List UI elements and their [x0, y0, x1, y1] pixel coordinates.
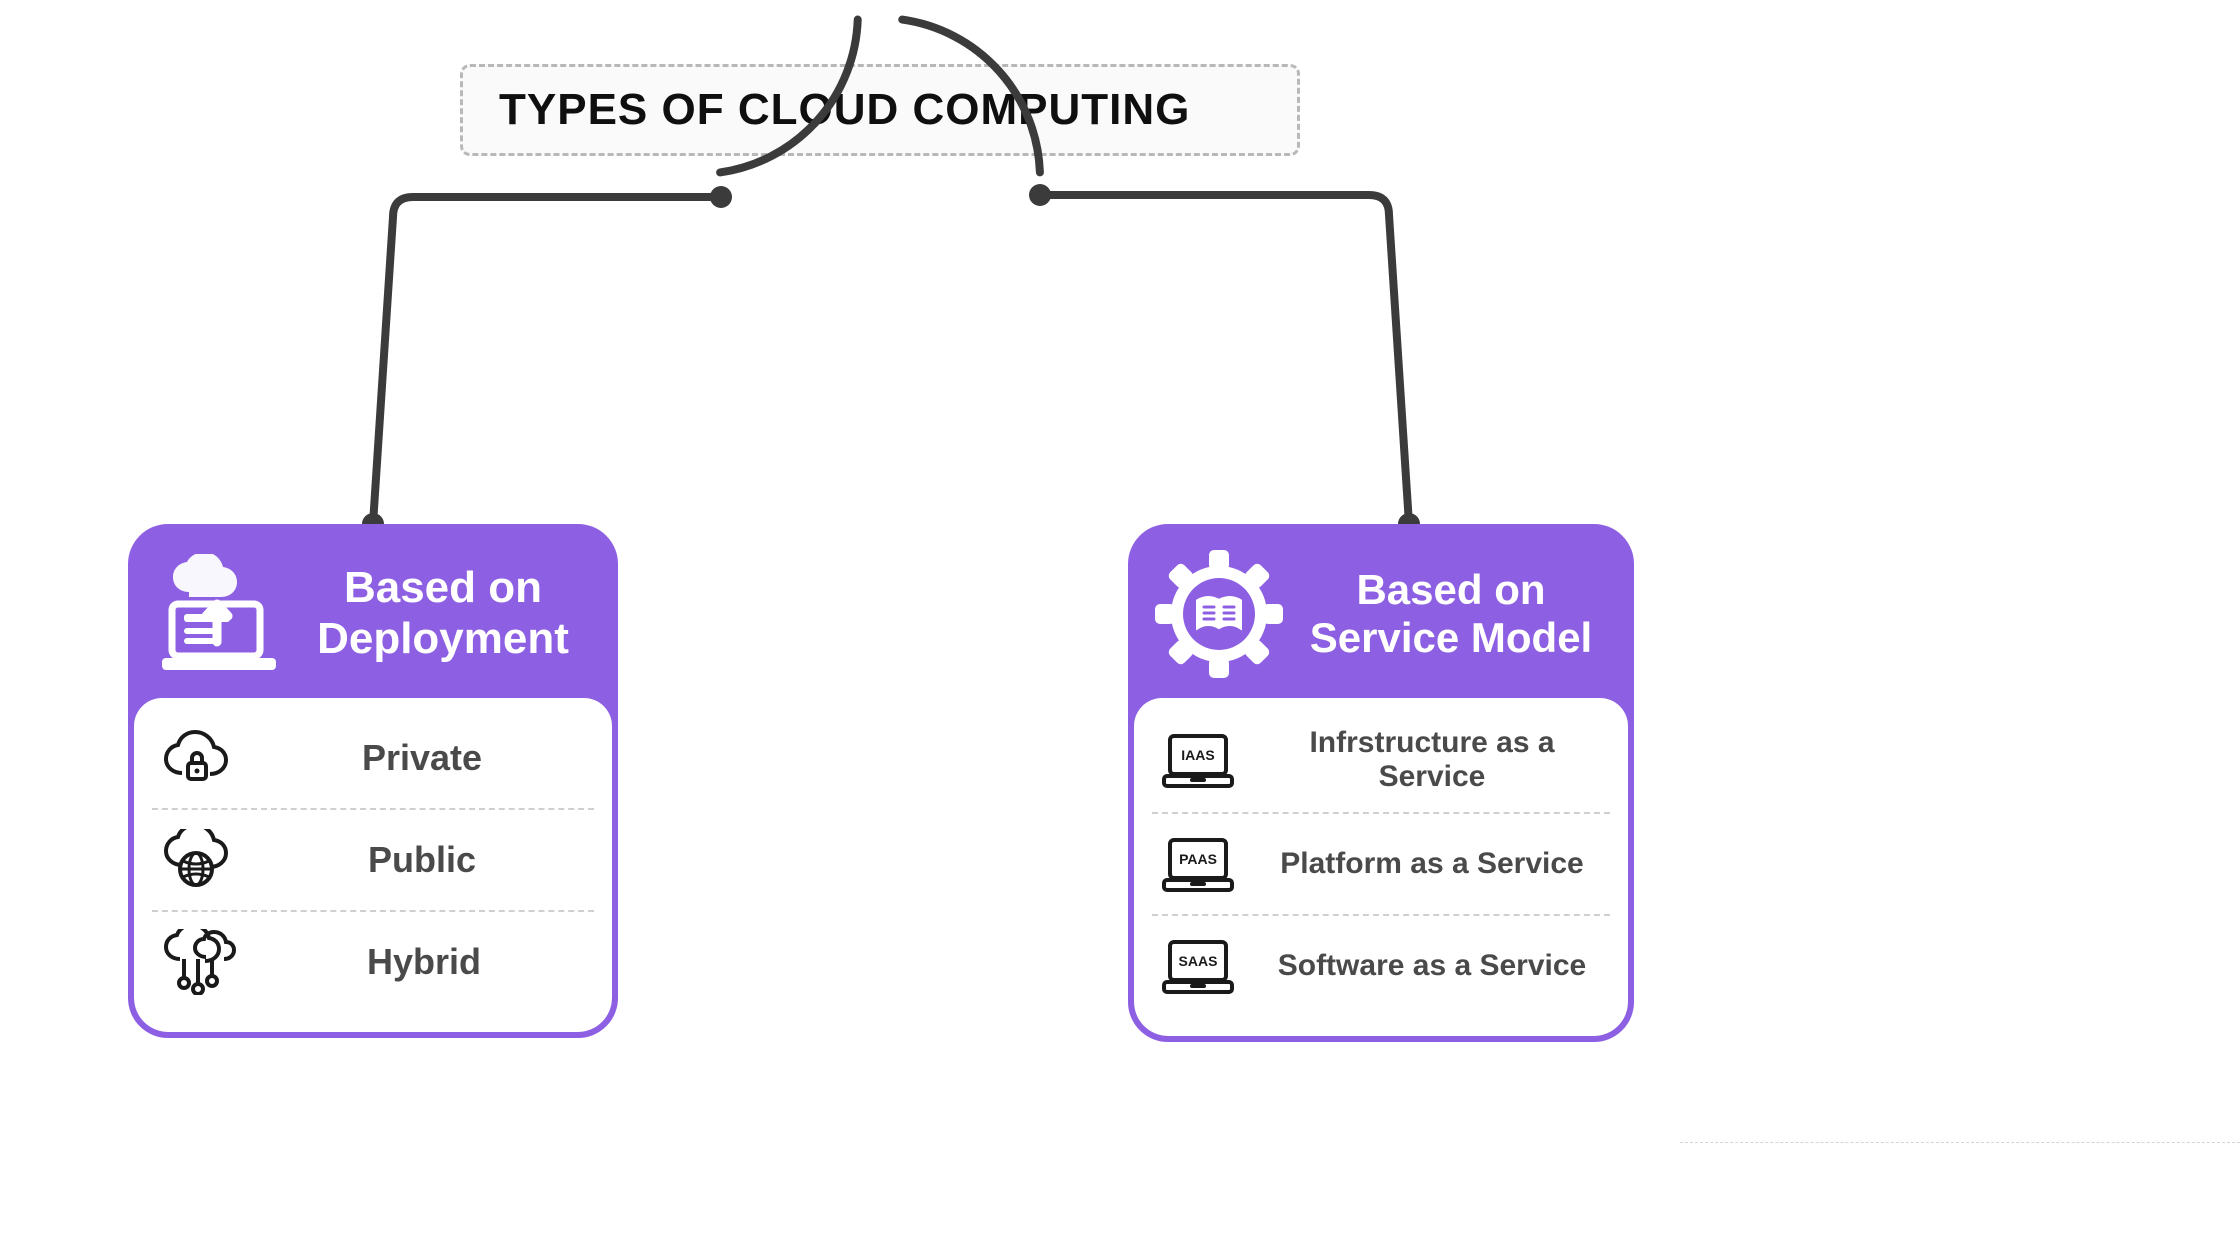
svg-text:IAAS: IAAS	[1181, 747, 1214, 763]
card-title: Based on Service Model	[1302, 566, 1600, 663]
cloud-network-icon	[160, 930, 236, 994]
laptop-saas-icon: SAAS	[1160, 934, 1236, 998]
svg-text:PAAS: PAAS	[1179, 851, 1217, 867]
gear-book-icon	[1154, 554, 1284, 674]
list-item: Private	[152, 708, 594, 810]
card-deployment: Based on Deployment Private Public Hybri…	[128, 524, 618, 1038]
card-body: IAAS Infrstructure as a Service PAAS Pla…	[1134, 698, 1628, 1036]
cloud-upload-laptop-icon	[154, 554, 284, 674]
guide-line	[1680, 1142, 2240, 1143]
svg-text:SAAS: SAAS	[1179, 953, 1218, 969]
item-label: Hybrid	[262, 941, 586, 983]
list-item: Public	[152, 810, 594, 912]
card-service: Based on Service Model IAAS Infrstructur…	[1128, 524, 1634, 1042]
item-label: Infrstructure as a Service	[1262, 726, 1602, 794]
card-title: Based on Deployment	[302, 563, 584, 664]
laptop-paas-icon: PAAS	[1160, 832, 1236, 896]
list-item: Hybrid	[152, 912, 594, 1012]
list-item: IAAS Infrstructure as a Service	[1152, 708, 1610, 814]
list-item: SAAS Software as a Service	[1152, 916, 1610, 1016]
list-item: PAAS Platform as a Service	[1152, 814, 1610, 916]
item-label: Public	[258, 839, 586, 881]
card-header: Based on Deployment	[134, 530, 612, 698]
cloud-globe-icon	[160, 828, 232, 892]
diagram-canvas: TYPES OF CLOUD COMPUTING Based on Deploy…	[0, 0, 2240, 1260]
card-body: Private Public Hybrid	[134, 698, 612, 1032]
item-label: Private	[258, 737, 586, 779]
cloud-lock-icon	[160, 726, 232, 790]
laptop-iaas-icon: IAAS	[1160, 728, 1236, 792]
item-label: Platform as a Service	[1262, 847, 1602, 881]
item-label: Software as a Service	[1262, 949, 1602, 983]
card-header: Based on Service Model	[1134, 530, 1628, 698]
